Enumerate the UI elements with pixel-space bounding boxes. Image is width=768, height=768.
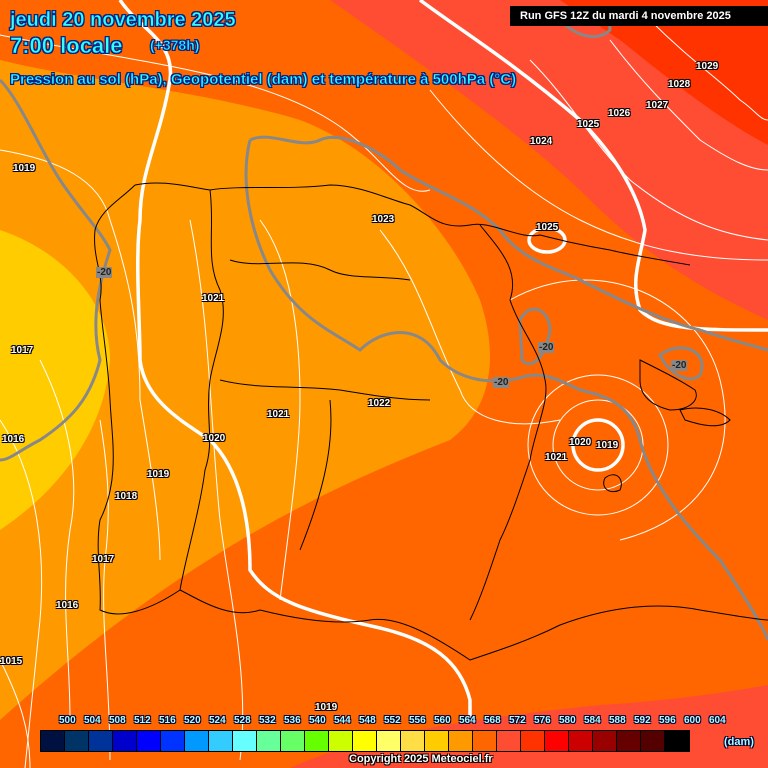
legend-swatch	[521, 731, 545, 751]
forecast-time: 7:00 locale	[10, 33, 123, 59]
legend-swatch	[425, 731, 449, 751]
legend-tick-label: 560	[434, 715, 451, 726]
isobars-bold	[118, 0, 768, 720]
pressure-label: 1015	[0, 656, 23, 667]
pressure-label: 1020	[569, 437, 592, 448]
legend-tick-label: 544	[334, 715, 351, 726]
temperature-label: -20	[538, 342, 555, 353]
pressure-label: 1019	[147, 469, 170, 480]
fill-576	[560, 0, 768, 145]
forecast-date: jeudi 20 novembre 2025	[10, 9, 236, 32]
legend-tick-label: 576	[534, 715, 551, 726]
legend-tick-label: 588	[609, 715, 626, 726]
legend-tick-label: 552	[384, 715, 401, 726]
legend-swatch	[281, 731, 305, 751]
legend-tick-label: 512	[134, 715, 151, 726]
legend-tick-label: 536	[284, 715, 301, 726]
legend-swatch	[89, 731, 113, 751]
pressure-label: 1016	[56, 600, 79, 611]
legend-tick-label: 568	[484, 715, 501, 726]
legend-swatch	[233, 731, 257, 751]
pressure-label: 1028	[668, 79, 691, 90]
legend-swatch	[401, 731, 425, 751]
legend-swatch	[569, 731, 593, 751]
pressure-label: 1023	[372, 214, 395, 225]
legend-swatch	[41, 731, 65, 751]
legend-tick-label: 524	[209, 715, 226, 726]
pressure-label: 1021	[545, 452, 568, 463]
fill-560	[0, 230, 110, 530]
legend-swatch	[257, 731, 281, 751]
legend-swatch	[209, 731, 233, 751]
legend-swatch	[377, 731, 401, 751]
legend-tick-label: 572	[509, 715, 526, 726]
temperature-label: -20	[671, 360, 688, 371]
temperature-label: -20	[96, 267, 113, 278]
legend-unit: (dam)	[724, 736, 754, 748]
isotherm-minus20	[0, 8, 768, 641]
pressure-label: 1024	[530, 136, 553, 147]
legend-swatch	[449, 731, 473, 751]
color-legend	[40, 730, 690, 752]
legend-tick-label: 532	[259, 715, 276, 726]
legend-tick-label: 556	[409, 715, 426, 726]
legend-tick-label: 508	[109, 715, 126, 726]
legend-swatch	[641, 731, 665, 751]
map-description: Pression au sol (hPa), Geopotentiel (dam…	[10, 71, 517, 89]
pressure-label: 1020	[203, 433, 226, 444]
pressure-label: 1026	[608, 108, 631, 119]
pressure-label: 1029	[696, 61, 719, 72]
legend-swatch	[353, 731, 377, 751]
model-run-badge: Run GFS 12Z du mardi 4 novembre 2025	[510, 6, 768, 26]
legend-swatch	[593, 731, 617, 751]
legend-swatch	[113, 731, 137, 751]
legend-tick-label: 580	[559, 715, 576, 726]
forecast-lead-time: (+378h)	[150, 37, 200, 54]
legend-tick-label: 516	[159, 715, 176, 726]
legend-swatch	[473, 731, 497, 751]
pressure-label: 1025	[577, 119, 600, 130]
copyright: Copyright 2025 Meteociel.fr	[349, 753, 493, 765]
isobars	[0, 19, 768, 768]
legend-swatch	[617, 731, 641, 751]
pressure-label: 1027	[646, 100, 669, 111]
legend-tick-label: 604	[709, 715, 726, 726]
pressure-label: 1018	[115, 491, 138, 502]
pressure-label: 1017	[92, 554, 115, 565]
pressure-label: 1021	[267, 409, 290, 420]
legend-tick-label: 500	[59, 715, 76, 726]
legend-tick-label: 540	[309, 715, 326, 726]
pressure-label: 1019	[13, 163, 36, 174]
pressure-label: 1025	[536, 222, 559, 233]
pressure-label: 1021	[202, 293, 225, 304]
legend-tick-label: 520	[184, 715, 201, 726]
legend-tick-label: 528	[234, 715, 251, 726]
legend-tick-label: 564	[459, 715, 476, 726]
legend-swatch	[545, 731, 569, 751]
pressure-label: 1019	[315, 702, 338, 713]
pressure-label: 1017	[11, 345, 34, 356]
legend-tick-label: 548	[359, 715, 376, 726]
legend-tick-label: 584	[584, 715, 601, 726]
fill-572	[330, 0, 768, 320]
pressure-label: 1022	[368, 398, 391, 409]
pressure-label: 1019	[596, 440, 619, 451]
legend-swatch	[137, 731, 161, 751]
legend-tick-label: 504	[84, 715, 101, 726]
legend-swatch	[497, 731, 521, 751]
legend-swatch	[305, 731, 329, 751]
legend-tick-label: 592	[634, 715, 651, 726]
temperature-label: -20	[493, 377, 510, 388]
legend-swatch	[185, 731, 209, 751]
legend-swatch	[665, 731, 689, 751]
legend-swatch	[161, 731, 185, 751]
legend-swatch	[329, 731, 353, 751]
legend-tick-label: 596	[659, 715, 676, 726]
fill-564	[0, 60, 490, 720]
coastlines	[94, 182, 768, 661]
legend-tick-label: 600	[684, 715, 701, 726]
legend-swatch	[65, 731, 89, 751]
pressure-label: 1016	[2, 434, 25, 445]
